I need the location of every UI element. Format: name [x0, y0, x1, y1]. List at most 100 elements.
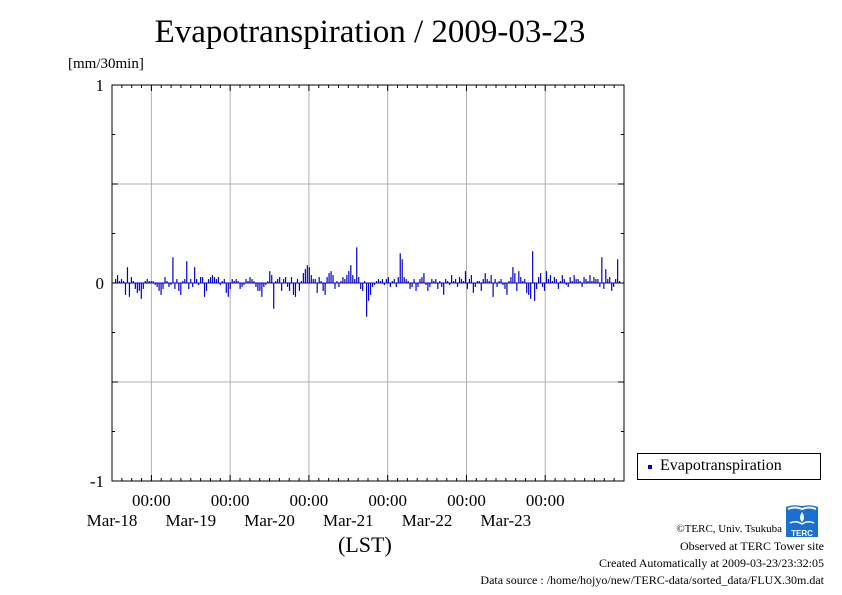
bar — [190, 279, 192, 283]
bar — [557, 283, 559, 289]
bar — [213, 277, 216, 283]
bar — [437, 283, 439, 289]
bar — [387, 277, 389, 283]
bar — [425, 283, 427, 285]
bar — [478, 281, 480, 283]
bar — [207, 279, 210, 283]
y-axis-unit-label: [mm/30min] — [68, 56, 144, 72]
bar — [292, 283, 295, 295]
bar — [217, 277, 219, 283]
bar — [563, 279, 565, 283]
axis-ticks — [111, 84, 625, 482]
bar — [352, 275, 354, 283]
bar — [259, 283, 261, 291]
bar — [490, 275, 492, 283]
bar — [397, 277, 399, 283]
bar — [445, 279, 447, 283]
bar — [615, 279, 617, 283]
bar — [534, 283, 536, 301]
bar — [526, 283, 528, 293]
bar — [502, 283, 504, 285]
bar — [360, 283, 362, 289]
bar — [132, 281, 134, 283]
bar — [136, 283, 138, 293]
bar — [180, 283, 182, 295]
bar — [366, 283, 368, 317]
x-tick-date-label: Mar-22 — [402, 511, 453, 530]
bar — [350, 265, 352, 283]
bar — [419, 279, 421, 283]
bar — [413, 279, 415, 283]
bar — [401, 259, 403, 283]
bar — [124, 283, 127, 295]
bar — [389, 283, 391, 287]
bar — [138, 283, 140, 291]
bar — [435, 279, 437, 283]
bar — [460, 279, 463, 283]
bar — [284, 277, 287, 283]
bar — [449, 283, 451, 285]
legend-label: Evapotranspiration — [660, 457, 782, 474]
bar — [128, 283, 131, 297]
bar — [346, 275, 348, 283]
bar — [358, 277, 360, 283]
bar — [364, 281, 366, 283]
bar — [421, 277, 423, 283]
bar — [409, 283, 411, 289]
bar — [338, 283, 340, 287]
bar — [134, 283, 136, 289]
bar — [512, 267, 514, 283]
bar — [609, 277, 611, 283]
copyright-text: ©TERC, Univ. Tsukuba — [676, 523, 782, 535]
bar — [233, 281, 235, 283]
bar — [464, 271, 467, 283]
bar — [405, 279, 407, 283]
bar — [196, 279, 198, 283]
bar — [231, 279, 233, 283]
bar — [271, 275, 273, 283]
bar — [547, 279, 550, 283]
bar — [237, 281, 239, 283]
bar — [146, 279, 148, 283]
logo-text: TERC — [791, 529, 813, 537]
bar — [575, 279, 577, 283]
bar — [545, 271, 548, 283]
x-tick-date-label: Mar-19 — [165, 511, 216, 530]
bar — [518, 271, 520, 283]
bar — [474, 283, 476, 287]
bar — [452, 281, 455, 283]
bar — [456, 283, 459, 287]
bar — [583, 277, 585, 283]
bar — [257, 283, 259, 291]
bar — [607, 279, 609, 283]
bar — [447, 281, 449, 283]
bar — [275, 281, 277, 283]
bar — [415, 283, 417, 291]
bar — [603, 283, 605, 289]
bar — [170, 283, 172, 285]
bar — [314, 279, 316, 283]
bar — [423, 273, 425, 283]
bar — [251, 279, 253, 283]
bar — [126, 267, 129, 283]
bar — [142, 283, 144, 289]
bar — [115, 279, 117, 283]
created-text: Created Automatically at 2009-03-23/23:3… — [599, 556, 824, 570]
bar — [508, 281, 510, 283]
bar — [265, 283, 267, 285]
bar — [277, 279, 279, 283]
bar — [524, 279, 526, 283]
bar — [245, 279, 247, 283]
bar — [288, 283, 291, 291]
bar — [482, 279, 484, 283]
bar — [269, 271, 271, 283]
bar — [619, 281, 621, 283]
bar — [241, 283, 243, 287]
bar — [498, 281, 500, 283]
bar — [433, 281, 435, 283]
bar — [573, 275, 575, 283]
bar — [468, 279, 471, 283]
bar — [443, 283, 445, 295]
bar — [587, 281, 589, 283]
bar — [227, 283, 229, 297]
